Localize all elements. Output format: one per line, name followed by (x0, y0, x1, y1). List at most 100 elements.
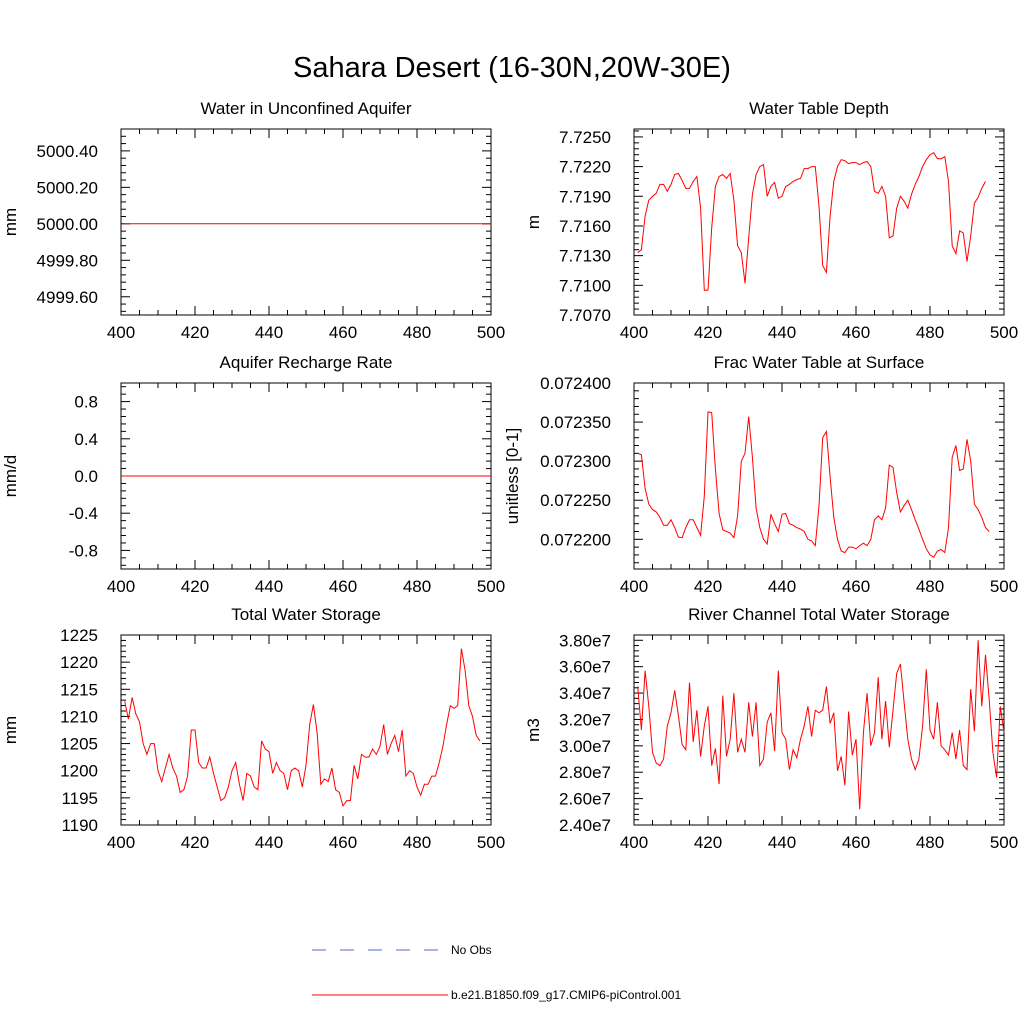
y-axis-label: unitless [0-1] (503, 428, 522, 524)
x-tick-label: 500 (990, 577, 1018, 596)
plot-frame (120, 128, 492, 316)
chart-panel-5: Total Water Storage mm 400 420 440 460 480 500 1… (1, 605, 505, 852)
y-tick-label: 5000.20 (37, 178, 98, 197)
chart-panel-2: Water Table Depth m 400 420 440 460 480 500 7.70… (524, 99, 1018, 342)
y-tick-label: 7.7100 (559, 276, 611, 295)
y-tick-label: 0.072350 (540, 413, 611, 432)
y-tick-label: 3.40e7 (559, 684, 611, 703)
x-tick-label: 500 (990, 833, 1018, 852)
x-tick-label: 480 (916, 323, 944, 342)
y-tick-label: 1220 (60, 653, 98, 672)
series-line (637, 411, 990, 559)
x-tick-label: 480 (403, 833, 431, 852)
y-axis-label: m3 (524, 718, 543, 742)
legend-label-no-obs: No Obs (451, 943, 492, 957)
x-tick-label: 480 (916, 577, 944, 596)
x-tick-label: 480 (403, 577, 431, 596)
legend-label-model: b.e21.B1850.f09_g17.CMIP6-piControl.001 (451, 988, 681, 1002)
x-tick-label: 500 (477, 323, 505, 342)
y-axis-label: mm (1, 208, 20, 236)
y-tick-label: 0.072400 (540, 374, 611, 393)
x-tick-label: 480 (916, 833, 944, 852)
y-tick-label: 3.20e7 (559, 710, 611, 729)
x-tick-label: 460 (329, 577, 357, 596)
x-tick-label: 460 (842, 323, 870, 342)
y-tick-label: 5000.00 (37, 215, 98, 234)
x-tick-label: 440 (768, 323, 796, 342)
x-tick-label: 440 (255, 833, 283, 852)
panel-title: Aquifer Recharge Rate (220, 353, 393, 372)
panel-title: Frac Water Table at Surface (714, 353, 925, 372)
x-tick-label: 420 (181, 833, 209, 852)
x-tick-label: 500 (477, 577, 505, 596)
y-axis-label: mm (1, 716, 20, 744)
y-tick-label: 3.60e7 (559, 658, 611, 677)
plot-frame (633, 634, 1005, 826)
x-tick-label: 480 (403, 323, 431, 342)
y-tick-label: 7.7130 (559, 247, 611, 266)
x-tick-label: 440 (768, 833, 796, 852)
legend: No Obs b.e21.B1850.f09_g17.CMIP6-piContr… (312, 943, 681, 1002)
y-tick-label: 3.00e7 (559, 737, 611, 756)
series-line (637, 640, 1005, 810)
y-tick-label: 1205 (60, 735, 98, 754)
x-tick-label: 440 (255, 323, 283, 342)
panel-title: Water in Unconfined Aquifer (200, 99, 411, 118)
y-tick-label: -0.8 (69, 541, 98, 560)
y-tick-label: 5000.40 (37, 142, 98, 161)
x-tick-label: 400 (620, 323, 648, 342)
y-tick-label: 3.80e7 (559, 631, 611, 650)
y-tick-label: 1200 (60, 762, 98, 781)
x-tick-label: 500 (990, 323, 1018, 342)
x-tick-label: 420 (181, 577, 209, 596)
y-tick-label: 4999.60 (37, 288, 98, 307)
series-line (637, 152, 986, 291)
y-tick-label: 0.072200 (540, 530, 611, 549)
x-tick-label: 460 (842, 577, 870, 596)
chart-panel-6: River Channel Total Water Storage m3 400 42… (524, 605, 1018, 852)
y-tick-label: 4999.80 (37, 251, 98, 270)
panel-title: Water Table Depth (749, 99, 889, 118)
y-tick-label: 7.7160 (559, 217, 611, 236)
panel-title: River Channel Total Water Storage (688, 605, 950, 624)
y-tick-label: 7.7250 (559, 128, 611, 147)
y-tick-label: 0.0 (74, 467, 98, 486)
y-tick-label: 7.7220 (559, 158, 611, 177)
y-tick-label: 1225 (60, 626, 98, 645)
x-tick-label: 440 (255, 577, 283, 596)
x-tick-label: 420 (694, 323, 722, 342)
plot-frame (120, 634, 492, 826)
y-tick-label: 7.7070 (559, 306, 611, 325)
x-tick-label: 400 (107, 323, 135, 342)
x-tick-label: 400 (620, 577, 648, 596)
x-tick-label: 420 (181, 323, 209, 342)
y-tick-label: 1195 (61, 789, 98, 808)
y-tick-label: 1190 (61, 816, 98, 835)
chart-panel-3: Aquifer Recharge Rate mm/d 400 420 440 460 480… (1, 353, 505, 596)
panel-title: Total Water Storage (231, 605, 381, 624)
x-tick-label: 460 (842, 833, 870, 852)
x-tick-label: 420 (694, 577, 722, 596)
x-tick-label: 400 (620, 833, 648, 852)
y-tick-label: -0.4 (69, 504, 98, 523)
x-tick-label: 400 (107, 577, 135, 596)
y-tick-label: 2.60e7 (559, 790, 611, 809)
chart-panels: Water in Unconfined Aquifer mm 400 420 440 46… (1, 99, 1018, 852)
x-tick-label: 440 (768, 577, 796, 596)
y-tick-label: 2.80e7 (559, 763, 611, 782)
y-tick-label: 0.8 (74, 393, 98, 412)
x-tick-label: 400 (107, 833, 135, 852)
chart-panel-4: Frac Water Table at Surface unitless [0-1… (503, 353, 1018, 596)
x-tick-label: 420 (694, 833, 722, 852)
y-tick-label: 0.4 (74, 430, 98, 449)
y-tick-label: 0.072300 (540, 452, 611, 471)
x-tick-label: 460 (329, 833, 357, 852)
x-tick-label: 500 (477, 833, 505, 852)
page-title: Sahara Desert (16-30N,20W-30E) (293, 52, 731, 84)
y-tick-label: 0.072250 (540, 491, 611, 510)
plot-frame (633, 382, 1005, 570)
chart-panel-1: Water in Unconfined Aquifer mm 400 420 440 46… (1, 99, 505, 342)
y-tick-label: 1210 (60, 707, 98, 726)
y-axis-label: m (524, 215, 543, 229)
